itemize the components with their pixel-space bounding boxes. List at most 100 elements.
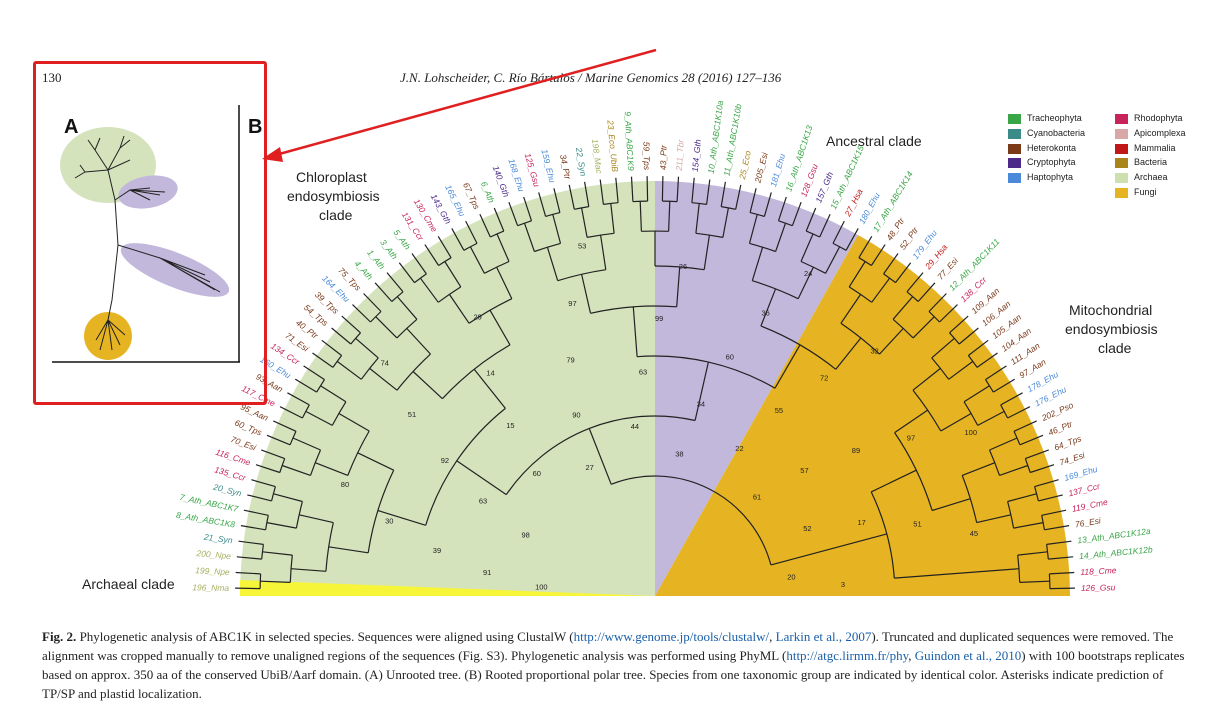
tree-branch [508, 201, 519, 226]
tree-branch [1044, 525, 1070, 531]
mitochondrial-sector [655, 235, 1070, 596]
legend-label: Apicomplexa [1134, 127, 1186, 138]
tree-branch [999, 464, 1028, 476]
tree-branch [489, 309, 511, 346]
tree-branch [493, 207, 505, 232]
tree-branch [840, 294, 862, 324]
tree-branch [748, 214, 758, 244]
tree-branch [444, 261, 462, 288]
tree-branch [770, 533, 887, 566]
bootstrap-value: 29 [474, 313, 482, 322]
tip-label: 137_Ccr [1067, 481, 1102, 499]
tree-arc [463, 242, 478, 251]
tree-branch [273, 493, 303, 503]
tree-branch [791, 201, 802, 226]
tree-arc [749, 212, 765, 217]
tree-arc [805, 230, 820, 238]
bootstrap-value: 97 [568, 299, 576, 308]
tree-branch [871, 277, 891, 303]
tree-branch [292, 437, 321, 451]
tree-branch [894, 409, 929, 434]
tree-arc [1046, 544, 1049, 560]
tree-branch [260, 580, 291, 583]
tree-branch [870, 469, 917, 493]
tip-label: 154_Gth [690, 139, 703, 173]
tree-branch [706, 179, 711, 205]
tree-branch [406, 327, 431, 355]
tree-branch [906, 272, 924, 293]
tree-branch [279, 406, 303, 419]
tree-branch [331, 327, 352, 345]
tree-arc [610, 475, 772, 566]
tree-branch [1049, 571, 1075, 575]
caption-link-clustalw[interactable]: http://www.genome.jp/tools/clustalw/ [573, 629, 770, 644]
tree-arc [832, 242, 847, 251]
tree-arc [1000, 404, 1009, 419]
bootstrap-value: 32 [871, 346, 879, 355]
tree-branch [763, 192, 772, 217]
tree-branch [835, 337, 862, 370]
tree-branch [1019, 580, 1050, 583]
tree-branch [819, 214, 831, 238]
phylogenetic-figure: 100 91 39 30 80 98 63 92 51 74 60 15 14 29 27 90 79 97 53 4… [52, 48, 1158, 596]
bootstrap-value: 91 [483, 568, 491, 577]
tree-arc [557, 269, 606, 282]
tree-arc [437, 286, 462, 303]
tip-label: 198_Mac [590, 138, 605, 175]
tip-label: 64_Tps [1053, 433, 1084, 453]
tree-branch [800, 233, 814, 262]
tree-branch [352, 304, 371, 323]
tree-branch [411, 253, 427, 275]
bootstrap-value: 63 [639, 368, 647, 377]
tree-branch [963, 385, 990, 403]
caption-link-guindon[interactable]: Guindon et al., 2010 [914, 648, 1022, 663]
tree-branch [328, 546, 369, 554]
tree-branch [262, 551, 293, 556]
caption-link-phyml[interactable]: http://atgc.lirmm.fr/phy [786, 648, 909, 663]
tree-branch [691, 177, 695, 203]
tree-branch [694, 361, 709, 421]
bootstrap-value: 72 [820, 373, 828, 382]
bootstrap-value: 100 [535, 583, 548, 592]
caption-link-larkin[interactable]: Larkin et al., 2007 [775, 629, 872, 644]
bootstrap-value: 27 [586, 463, 594, 472]
tip-label: 119_Cme [1071, 497, 1109, 514]
tree-branch [424, 244, 440, 266]
tree-arc [468, 298, 513, 324]
tree-branch [600, 235, 607, 270]
tree-branch [917, 282, 936, 302]
tree-arc [279, 458, 286, 473]
tree-arc [1041, 515, 1045, 530]
tip-label: 135_Ccr [213, 464, 248, 483]
tree-branch [1048, 556, 1074, 560]
tree-branch [523, 196, 533, 221]
tree-branch [1038, 494, 1063, 502]
tree-branch [374, 282, 393, 302]
tree-arc [778, 220, 793, 227]
fungi-cluster [84, 312, 132, 360]
tree-branch [749, 188, 757, 213]
callout-arrow-head [262, 147, 283, 162]
tip-label: 125_Gsu [523, 152, 542, 188]
tree-branch [238, 540, 264, 545]
tree-branch [412, 371, 443, 400]
tree-branch [774, 344, 801, 389]
tree-branch [290, 568, 326, 572]
tree-arc [961, 475, 978, 523]
legend-label: Fungi [1134, 187, 1157, 197]
tree-branch [985, 365, 1007, 381]
tree-branch [931, 337, 955, 359]
legend-label: Bacteria [1134, 157, 1168, 168]
legend-label: Cryptophyta [1027, 157, 1076, 168]
tree-branch [1007, 493, 1037, 503]
bootstrap-value: 34 [697, 400, 705, 409]
legend-swatch [1115, 158, 1128, 169]
callout-arrow-line [271, 48, 657, 158]
tree-branch [845, 228, 859, 251]
tree-branch [632, 306, 638, 357]
tree-branch [848, 261, 866, 288]
tree-branch [377, 509, 426, 526]
tree-branch [581, 207, 588, 238]
bootstrap-value: 44 [631, 422, 639, 431]
tree-branch [760, 288, 777, 327]
